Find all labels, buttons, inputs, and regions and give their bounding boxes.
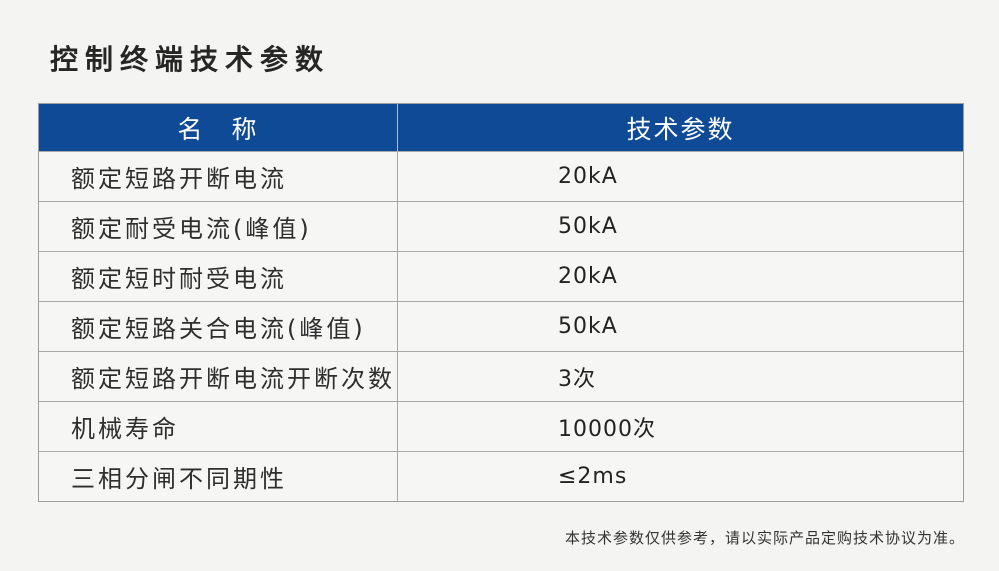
table-row: 三相分闸不同期性 ≤2ms — [39, 451, 963, 501]
table-header-row: 名 称 技术参数 — [39, 104, 963, 151]
table-row: 额定短路开断电流 20kA — [39, 151, 963, 201]
cell-name: 额定短路开断电流开断次数 — [39, 351, 397, 401]
cell-value: 20kA — [397, 251, 963, 301]
spec-table: 名 称 技术参数 额定短路开断电流 20kA 额定耐受电流(峰值) 50kA 额… — [38, 103, 964, 502]
cell-value: 50kA — [397, 301, 963, 351]
table-row: 额定短路开断电流开断次数 3次 — [39, 351, 963, 401]
cell-value: 3次 — [397, 351, 963, 401]
header-cell-name: 名 称 — [39, 104, 397, 151]
table-row: 额定短路关合电流(峰值) 50kA — [39, 301, 963, 351]
cell-name: 额定耐受电流(峰值) — [39, 201, 397, 251]
cell-value: ≤2ms — [397, 451, 963, 501]
cell-name: 三相分闸不同期性 — [39, 451, 397, 501]
cell-name: 额定短路开断电流 — [39, 151, 397, 201]
page-title: 控制终端技术参数 — [50, 43, 331, 76]
table-row: 机械寿命 10000次 — [39, 401, 963, 451]
cell-value: 10000次 — [397, 401, 963, 451]
table-row: 额定短时耐受电流 20kA — [39, 251, 963, 301]
cell-name: 额定短时耐受电流 — [39, 251, 397, 301]
cell-name: 额定短路关合电流(峰值) — [39, 301, 397, 351]
cell-name: 机械寿命 — [39, 401, 397, 451]
footnote: 本技术参数仅供参考，请以实际产品定购技术协议为准。 — [564, 529, 965, 547]
cell-value: 20kA — [397, 151, 963, 201]
cell-value: 50kA — [397, 201, 963, 251]
table-row: 额定耐受电流(峰值) 50kA — [39, 201, 963, 251]
header-cell-params: 技术参数 — [397, 104, 963, 151]
